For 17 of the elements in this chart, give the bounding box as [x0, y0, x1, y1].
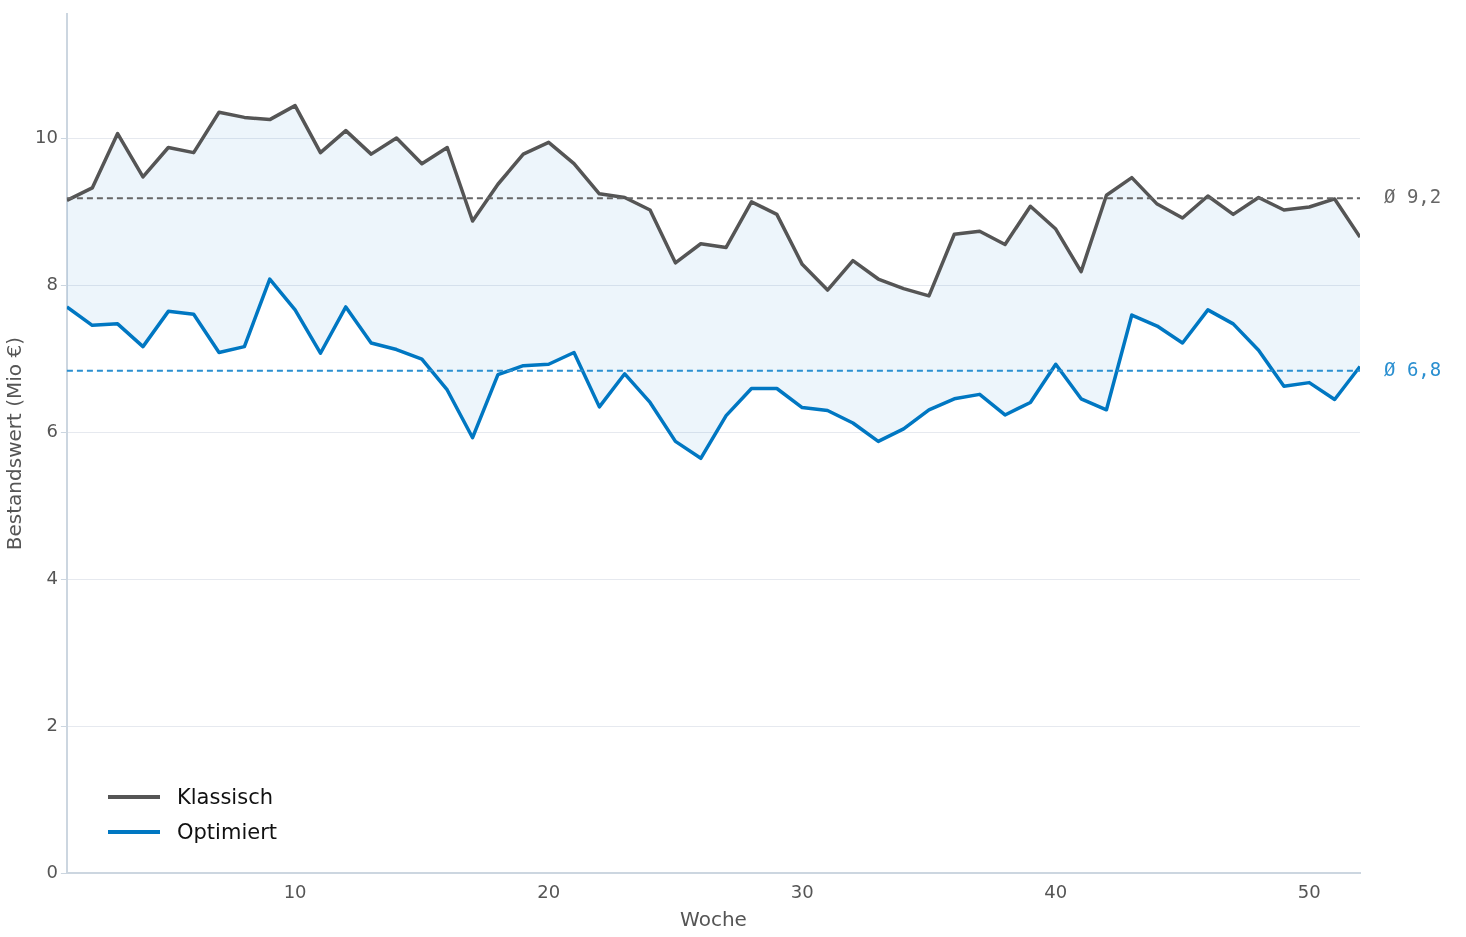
y-axis-title: Bestandswert (Mio €): [2, 337, 27, 551]
y-tick-label: 8: [46, 273, 58, 295]
x-tick-label: 40: [1044, 880, 1068, 902]
x-tick-label: 10: [283, 880, 307, 902]
y-tick-label: 6: [46, 420, 58, 442]
x-axis-title: Woche: [680, 907, 747, 932]
y-tick-label: 4: [46, 567, 58, 589]
ref-line-label: Ø 6,8: [1384, 357, 1442, 380]
ref-line-label: Ø 9,2: [1384, 185, 1442, 208]
y-tick-label: 0: [46, 861, 58, 883]
y-tick-label: 10: [35, 126, 58, 148]
x-tick-label: 50: [1297, 880, 1321, 902]
x-tick-label: 30: [790, 880, 814, 902]
x-tick-label: 20: [537, 880, 561, 902]
legend-label: Klassisch: [177, 784, 273, 809]
legend-label: Optimiert: [177, 819, 278, 844]
y-tick-label: 2: [46, 714, 58, 736]
